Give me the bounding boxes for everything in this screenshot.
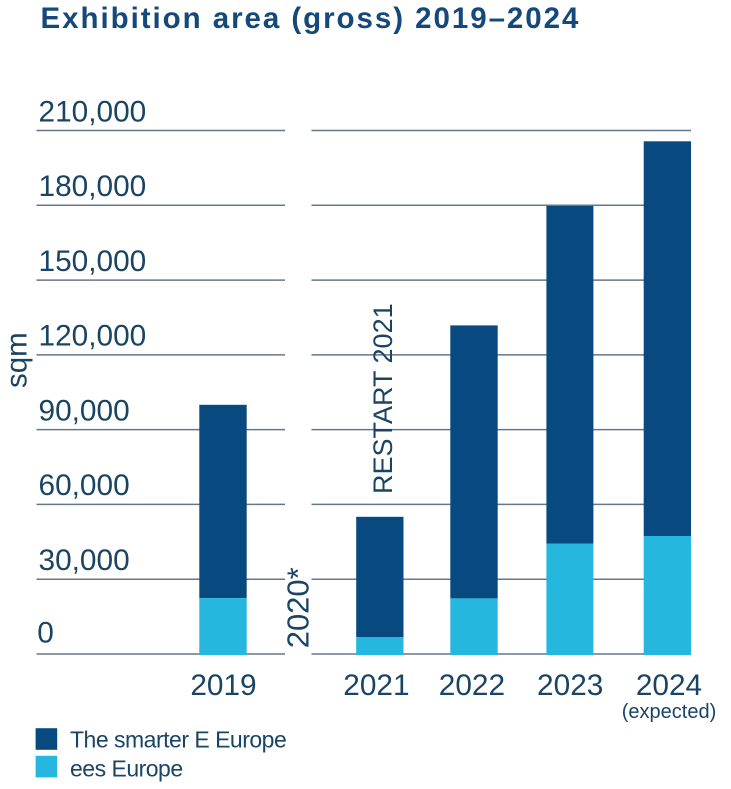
svg-text:2023: 2023 <box>537 669 603 702</box>
svg-text:120,000: 120,000 <box>39 320 147 353</box>
svg-text:30,000: 30,000 <box>39 544 130 577</box>
svg-text:ees Europe: ees Europe <box>70 756 183 782</box>
svg-text:0: 0 <box>37 616 54 649</box>
svg-text:(expected): (expected) <box>622 701 717 723</box>
svg-text:2020*: 2020* <box>281 567 316 648</box>
svg-text:90,000: 90,000 <box>39 394 130 427</box>
svg-text:2022: 2022 <box>439 669 505 702</box>
svg-text:RESTART 2021: RESTART 2021 <box>368 303 398 494</box>
svg-text:180,000: 180,000 <box>39 170 147 203</box>
svg-text:The smarter E Europe: The smarter E Europe <box>70 727 286 753</box>
svg-text:60,000: 60,000 <box>39 469 130 502</box>
svg-text:sqm: sqm <box>1 332 34 388</box>
svg-text:150,000: 150,000 <box>39 245 147 278</box>
svg-text:210,000: 210,000 <box>39 95 147 128</box>
svg-text:Exhibition area (gross) 2019–2: Exhibition area (gross) 2019–2024 <box>41 2 581 35</box>
svg-text:2019: 2019 <box>190 669 256 702</box>
svg-text:2021: 2021 <box>343 669 409 702</box>
svg-text:2024: 2024 <box>636 669 702 702</box>
